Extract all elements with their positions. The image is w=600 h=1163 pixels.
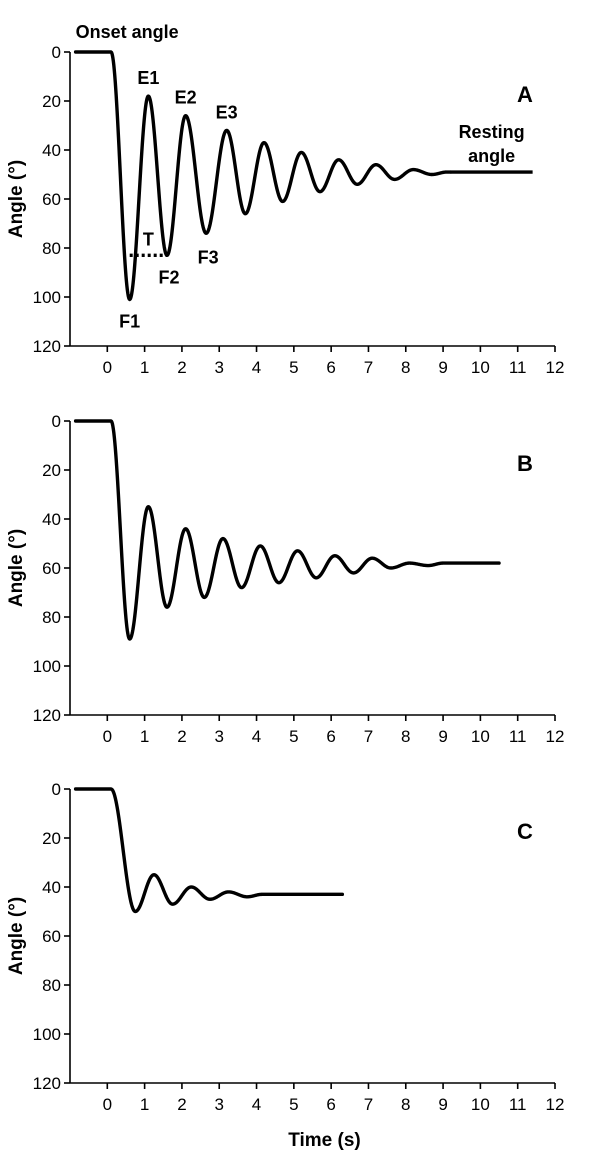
x-tick-label: 4	[252, 358, 261, 377]
y-tick-label: 60	[42, 927, 61, 946]
x-tick-label: 12	[546, 358, 565, 377]
annotation-label: F3	[198, 247, 219, 267]
x-tick-label: 6	[326, 1095, 335, 1114]
x-tick-label: 7	[364, 727, 373, 746]
x-tick-label: 0	[103, 358, 112, 377]
y-tick-label: 120	[33, 1074, 61, 1093]
x-tick-label: 0	[103, 727, 112, 746]
x-tick-label: 10	[471, 1095, 490, 1114]
x-tick-label: 3	[214, 727, 223, 746]
y-tick-label: 100	[33, 288, 61, 307]
x-tick-label: 1	[140, 727, 149, 746]
y-tick-label: 80	[42, 976, 61, 995]
x-tick-label: 9	[438, 727, 447, 746]
x-tick-label: 10	[471, 358, 490, 377]
y-tick-label: 60	[42, 190, 61, 209]
x-tick-label: 12	[546, 1095, 565, 1114]
y-tick-label: 20	[42, 461, 61, 480]
y-tick-label: 80	[42, 608, 61, 627]
annotation-label: E2	[175, 88, 197, 108]
x-tick-label: 10	[471, 727, 490, 746]
annotation-label: E3	[216, 102, 238, 122]
x-tick-label: 6	[326, 727, 335, 746]
y-tick-label: 120	[33, 337, 61, 356]
panel-label: B	[517, 451, 533, 476]
y-tick-label: 80	[42, 239, 61, 258]
y-tick-label: 0	[52, 43, 61, 62]
panel-label: A	[517, 82, 533, 107]
y-tick-label: 60	[42, 559, 61, 578]
x-tick-label: 4	[252, 1095, 261, 1114]
y-tick-label: 40	[42, 878, 61, 897]
y-tick-label: 0	[52, 412, 61, 431]
x-axis-title: Time (s)	[288, 1130, 361, 1151]
annotation-label: Resting	[459, 122, 525, 142]
x-tick-label: 2	[177, 727, 186, 746]
y-tick-label: 0	[52, 780, 61, 799]
annotation-label: E1	[137, 68, 159, 88]
x-tick-label: 3	[214, 358, 223, 377]
x-tick-label: 11	[509, 727, 527, 746]
x-tick-label: 11	[509, 358, 527, 377]
y-tick-label: 40	[42, 141, 61, 160]
y-tick-label: 20	[42, 92, 61, 111]
x-tick-label: 2	[177, 1095, 186, 1114]
x-tick-label: 0	[103, 1095, 112, 1114]
x-tick-label: 8	[401, 358, 410, 377]
y-tick-label: 40	[42, 510, 61, 529]
x-tick-label: 9	[438, 1095, 447, 1114]
period-label: T	[143, 229, 154, 249]
x-tick-label: 5	[289, 358, 298, 377]
x-tick-label: 2	[177, 358, 186, 377]
annotation-label: F2	[158, 267, 179, 287]
y-axis-title: Angle (°)	[6, 160, 27, 238]
y-tick-label: 120	[33, 706, 61, 725]
x-tick-label: 8	[401, 1095, 410, 1114]
angle-trace-line	[73, 787, 345, 914]
x-tick-label: 5	[289, 1095, 298, 1114]
y-tick-label: 100	[33, 1025, 61, 1044]
x-tick-label: 4	[252, 727, 261, 746]
angle-trace-line	[73, 50, 453, 302]
x-tick-label: 12	[546, 727, 565, 746]
x-tick-label: 9	[438, 358, 447, 377]
annotation-label: Onset angle	[76, 22, 179, 42]
panel-label: C	[517, 819, 533, 844]
annotation-label: F1	[119, 311, 140, 331]
y-axis-title: Angle (°)	[6, 897, 27, 975]
x-tick-label: 5	[289, 727, 298, 746]
y-axis-title: Angle (°)	[6, 529, 27, 607]
y-tick-label: 100	[33, 657, 61, 676]
x-tick-label: 6	[326, 358, 335, 377]
x-tick-label: 7	[364, 1095, 373, 1114]
x-tick-label: 1	[140, 358, 149, 377]
x-tick-label: 3	[214, 1095, 223, 1114]
x-tick-label: 7	[364, 358, 373, 377]
y-tick-label: 20	[42, 829, 61, 848]
angle-trace-line	[73, 419, 501, 641]
x-tick-label: 1	[140, 1095, 149, 1114]
x-tick-label: 11	[509, 1095, 527, 1114]
x-tick-label: 8	[401, 727, 410, 746]
annotation-label: angle	[468, 146, 515, 166]
